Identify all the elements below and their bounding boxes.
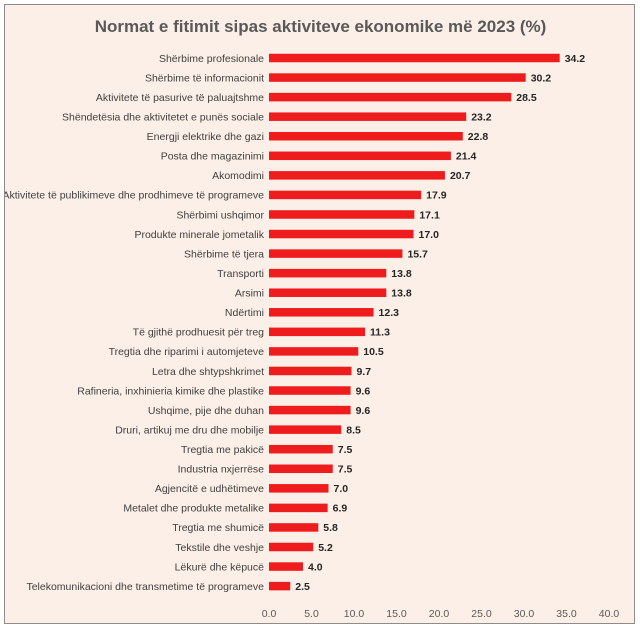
x-tick-label: 25.0 (471, 608, 492, 620)
category-label: Lëkurë dhe këpucë (175, 561, 264, 573)
bar (269, 210, 415, 219)
bar (269, 425, 342, 434)
bar (269, 444, 333, 454)
chart-frame: Normat e fitimit sipas aktiviteve ekonom… (4, 4, 635, 624)
data-label: 11.3 (370, 327, 390, 339)
bar (269, 503, 328, 513)
category-label: Druri, artikuj me dru dhe mobilje (115, 424, 264, 436)
bar (269, 542, 314, 552)
x-tick-label: 35.0 (556, 608, 577, 620)
x-tick-label: 0.0 (262, 608, 277, 620)
category-label: Produkte minerale jometalik (134, 229, 264, 241)
bar (269, 112, 467, 121)
data-label: 6.9 (333, 503, 348, 515)
data-label: 4.0 (308, 561, 323, 573)
x-tick-label: 10.0 (344, 608, 365, 620)
data-label: 8.5 (346, 424, 361, 436)
data-label: 17.0 (419, 229, 440, 241)
category-label: Agjencitë e udhëtimeve (155, 483, 264, 495)
category-label: Ndërtimi (225, 307, 264, 319)
bar (269, 523, 319, 532)
bar (269, 464, 333, 474)
category-label: Shërbime të tjera (184, 248, 264, 260)
data-label: 17.1 (419, 209, 440, 221)
category-label: Shërbime të informacionit (145, 72, 264, 84)
data-label: 20.7 (450, 170, 471, 182)
data-label: 15.7 (407, 248, 428, 260)
bar (269, 347, 359, 356)
category-label: Shëndetësia dhe aktivitetet e punës soci… (62, 111, 264, 123)
data-label: 22.8 (468, 131, 489, 143)
bar (269, 171, 445, 180)
data-label: 30.2 (531, 72, 552, 84)
x-tick-label: 40.0 (599, 608, 620, 620)
data-label: 7.0 (334, 483, 349, 495)
data-label: 21.4 (456, 151, 477, 163)
x-tick-label: 5.0 (304, 608, 319, 620)
bar (269, 308, 374, 317)
data-label: 7.5 (338, 444, 353, 456)
category-label: Telekomunikacioni dhe transmetime të pro… (26, 581, 264, 593)
data-label: 9.6 (356, 385, 371, 397)
data-label: 5.2 (318, 542, 333, 554)
category-label: Tregtia me pakicë (181, 444, 264, 456)
category-label: Të gjithë prodhuesit për treg (133, 327, 264, 339)
data-label: 13.8 (391, 268, 412, 280)
data-label: 28.5 (516, 92, 537, 104)
data-label: 23.2 (471, 111, 492, 123)
bar (269, 151, 451, 161)
data-label: 5.8 (323, 522, 338, 534)
bar (269, 386, 351, 395)
bar (269, 327, 366, 337)
data-label: 9.7 (356, 366, 371, 378)
data-label: 13.8 (391, 288, 412, 300)
bar (269, 484, 329, 493)
bar (269, 405, 351, 415)
category-label: Akomodimi (212, 170, 264, 182)
data-label: 12.3 (379, 307, 400, 319)
bar-chart: Shërbime profesionale 34.2 Shërbime të inf… (5, 53, 620, 620)
category-label: Shërbimi ushqimor (176, 209, 264, 221)
chart-title: Normat e fitimit sipas aktiviteve ekonom… (94, 17, 547, 36)
data-label: 34.2 (565, 53, 586, 65)
category-label: Tekstile dhe veshje (175, 542, 264, 554)
bar (269, 92, 512, 102)
category-label: Industria nxjerrëse (178, 464, 265, 476)
category-label: Arsimi (235, 288, 264, 300)
category-label: Aktivitete të pasurive të paluajtshme (96, 92, 264, 104)
category-label: Posta dhe magazinimi (161, 151, 264, 163)
category-label: Tregtia me shumicë (172, 522, 264, 534)
data-label: 9.6 (356, 405, 371, 417)
data-label: 17.9 (426, 190, 447, 202)
category-label: Metalet dhe produkte metalike (123, 503, 264, 515)
category-label: Aktivitete të publikimeve dhe prodhimeve… (5, 190, 264, 202)
bar (269, 131, 463, 141)
category-label: Rafineria, inxhinieria kimike dhe plasti… (77, 385, 264, 397)
bar (269, 562, 303, 571)
category-label: Letra dhe shtypshkrimet (152, 366, 264, 378)
bar (269, 190, 422, 200)
bar (269, 73, 526, 82)
x-tick-label: 30.0 (514, 608, 535, 620)
bar (269, 366, 352, 376)
bar (269, 229, 414, 239)
bar (269, 268, 387, 278)
bar (269, 288, 387, 297)
category-label: Transporti (217, 268, 264, 280)
category-label: Tregtia dhe riparimi i automjeteve (109, 346, 265, 358)
data-label: 7.5 (338, 464, 353, 476)
x-tick-label: 15.0 (386, 608, 407, 620)
x-tick-label: 20.0 (429, 608, 450, 620)
bar (269, 581, 291, 591)
data-label: 10.5 (363, 346, 384, 358)
category-label: Shërbime profesionale (159, 53, 264, 65)
bar (269, 249, 403, 258)
bar (269, 53, 560, 63)
data-label: 2.5 (295, 581, 310, 593)
category-label: Energji elektrike dhe gazi (147, 131, 264, 143)
category-label: Ushqime, pije dhe duhan (148, 405, 264, 417)
